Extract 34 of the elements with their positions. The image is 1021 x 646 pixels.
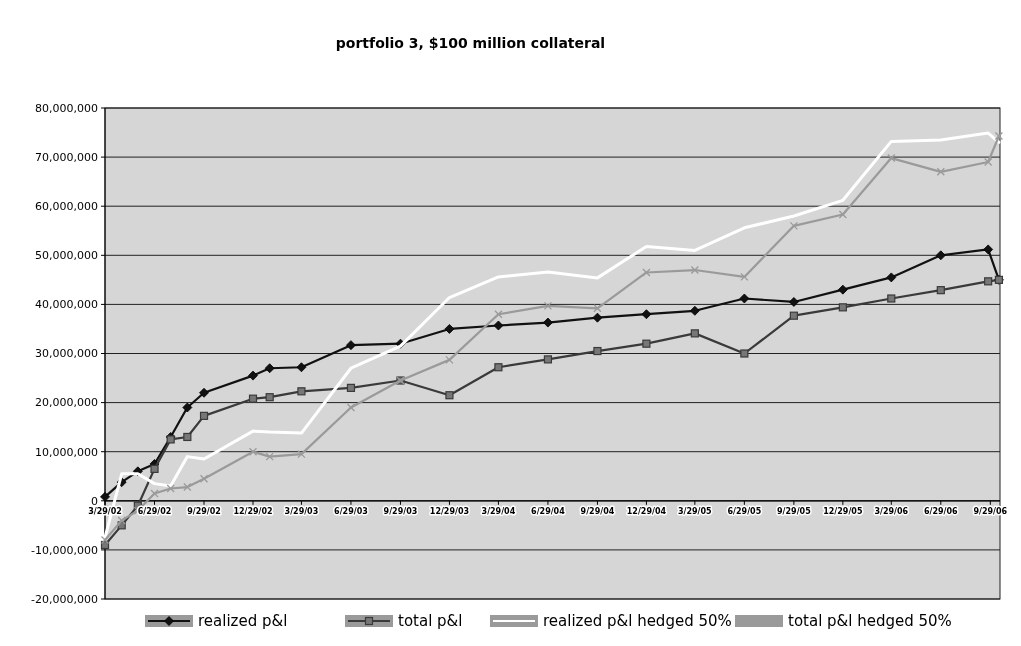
legend-label: total p&l hedged 50%	[788, 612, 952, 630]
x-tick-label: 12/29/03	[429, 506, 470, 516]
x-tick-label: 3/29/06	[874, 506, 909, 516]
x-tick-label: 3/29/05	[678, 506, 713, 516]
x-tick-label: 6/29/03	[334, 506, 368, 516]
x-tick-label: 12/29/02	[233, 506, 273, 516]
y-tick-label: 20,000,000	[35, 396, 98, 410]
x-tick-label: 6/29/02	[137, 506, 172, 516]
x-tick-label: 12/29/04	[626, 506, 667, 516]
x-tick-label: 9/29/05	[777, 506, 812, 516]
x-tick-label: 12/29/05	[823, 506, 863, 516]
y-tick-label: -10,000,000	[31, 543, 98, 557]
legend-label: realized p&l	[198, 612, 288, 630]
legend-label: total p&l	[398, 612, 463, 630]
x-tick-label: 9/29/04	[580, 506, 615, 516]
y-tick-label: 80,000,000	[35, 101, 98, 115]
x-tick-label: 9/29/03	[383, 506, 418, 516]
x-tick-label: 6/29/04	[531, 506, 566, 516]
y-tick-label: 50,000,000	[35, 249, 98, 263]
x-tick-label: 6/29/06	[923, 506, 959, 516]
x-tick-label: 3/29/03	[284, 506, 319, 516]
y-tick-label: -20,000,000	[31, 592, 98, 606]
x-tick-label: 9/29/06	[973, 506, 1008, 516]
y-tick-label: 70,000,000	[35, 150, 98, 164]
legend-label: realized p&l hedged 50%	[543, 612, 732, 630]
x-tick-label: 3/29/04	[481, 506, 516, 516]
x-tick-label: 6/29/05	[727, 506, 762, 516]
y-tick-label: 10,000,000	[35, 445, 98, 459]
y-tick-label: 40,000,000	[35, 298, 98, 312]
x-tick-label: 9/29/02	[187, 506, 221, 516]
chart-title: portfolio 3, $100 million collateral	[335, 35, 606, 51]
y-tick-label: 0	[91, 494, 98, 508]
y-tick-label: 30,000,000	[35, 347, 98, 361]
y-tick-label: 60,000,000	[35, 200, 98, 214]
